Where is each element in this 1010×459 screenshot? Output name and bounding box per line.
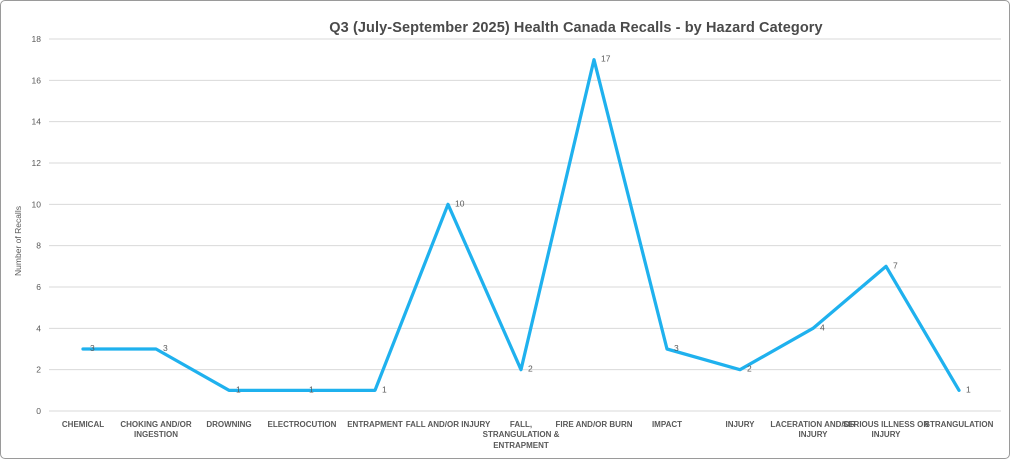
y-tick-label: 8 bbox=[36, 241, 41, 251]
y-tick-label: 2 bbox=[36, 365, 41, 375]
data-label: 1 bbox=[309, 384, 314, 394]
data-label: 1 bbox=[966, 384, 971, 394]
data-label: 3 bbox=[90, 343, 95, 353]
data-label: 10 bbox=[455, 198, 465, 208]
data-label: 1 bbox=[382, 384, 387, 394]
chart-title: Q3 (July-September 2025) Health Canada R… bbox=[329, 20, 823, 36]
y-tick-label: 14 bbox=[32, 117, 42, 127]
y-tick-label: 18 bbox=[32, 34, 42, 44]
y-tick-label: 16 bbox=[32, 75, 42, 85]
y-tick-label: 0 bbox=[36, 406, 41, 416]
y-tick-label: 12 bbox=[32, 158, 42, 168]
y-tick-label: 10 bbox=[32, 199, 42, 209]
data-label: 2 bbox=[528, 364, 533, 374]
data-label: 3 bbox=[163, 343, 168, 353]
data-label: 1 bbox=[236, 384, 241, 394]
series-line bbox=[81, 58, 961, 392]
y-tick-label: 6 bbox=[36, 282, 41, 292]
y-tick-label: 4 bbox=[36, 323, 41, 333]
data-label: 17 bbox=[601, 54, 611, 64]
data-label: 3 bbox=[674, 343, 679, 353]
data-label: 2 bbox=[747, 364, 752, 374]
data-label: 7 bbox=[893, 260, 898, 270]
data-label: 4 bbox=[820, 322, 825, 332]
